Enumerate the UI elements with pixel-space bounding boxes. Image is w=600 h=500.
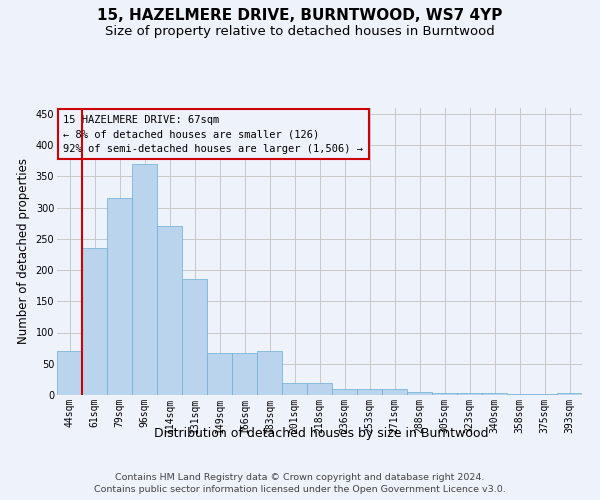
Bar [532, 394, 557, 395]
Bar [357, 389, 382, 395]
Text: 15 HAZELMERE DRIVE: 67sqm
← 8% of detached houses are smaller (126)
92% of semi-: 15 HAZELMERE DRIVE: 67sqm ← 8% of detach… [64, 114, 364, 154]
Text: Contains HM Land Registry data © Crown copyright and database right 2024.
Contai: Contains HM Land Registry data © Crown c… [94, 472, 506, 494]
Bar [232, 352, 257, 395]
Bar [407, 392, 432, 395]
Bar [507, 394, 532, 395]
Text: Distribution of detached houses by size in Burntwood: Distribution of detached houses by size … [154, 428, 488, 440]
Bar [282, 382, 307, 395]
Bar [482, 392, 507, 395]
Bar [107, 198, 132, 395]
Text: Size of property relative to detached houses in Burntwood: Size of property relative to detached ho… [105, 25, 495, 38]
Bar [157, 226, 182, 395]
Bar [557, 392, 582, 395]
Bar [382, 389, 407, 395]
Bar [432, 392, 457, 395]
Bar [132, 164, 157, 395]
Bar [57, 351, 82, 395]
Bar [207, 353, 232, 395]
Bar [257, 351, 282, 395]
Bar [182, 280, 207, 395]
Y-axis label: Number of detached properties: Number of detached properties [17, 158, 30, 344]
Bar [457, 392, 482, 395]
Bar [307, 383, 332, 395]
Bar [332, 389, 357, 395]
Text: 15, HAZELMERE DRIVE, BURNTWOOD, WS7 4YP: 15, HAZELMERE DRIVE, BURNTWOOD, WS7 4YP [97, 8, 503, 22]
Bar [82, 248, 107, 395]
